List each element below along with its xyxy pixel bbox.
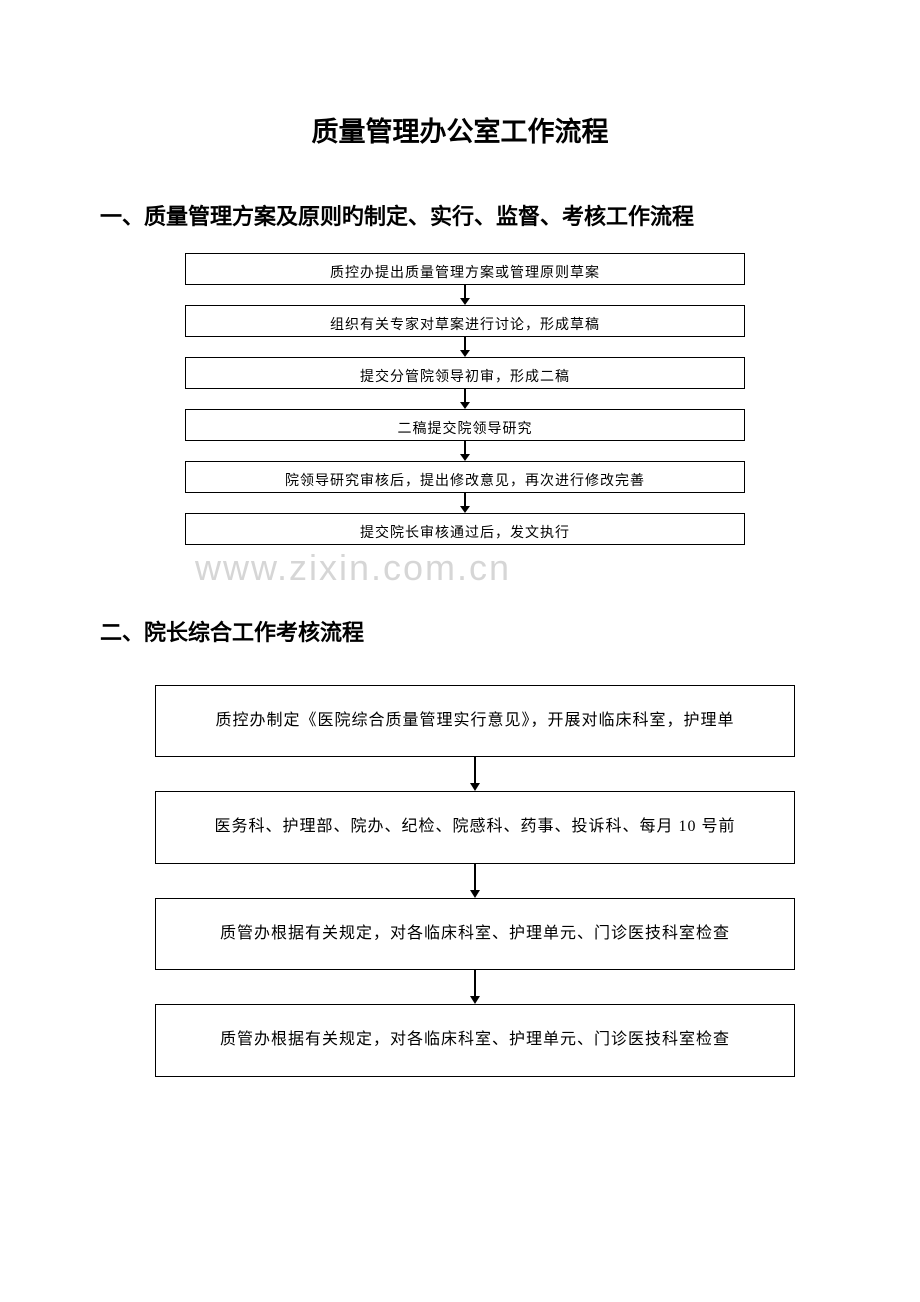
flow2-step-1: 质控办制定《医院综合质量管理实行意见》，开展对临床科室，护理单 [155,685,795,757]
arrow-down-icon [155,864,795,898]
flow2-step-4: 质管办根据有关规定，对各临床科室、护理单元、门诊医技科室检查 [155,1004,795,1076]
arrow-down-icon [185,337,745,357]
watermark-text: www.zixin.com.cn [195,547,511,589]
flow-step-1: 质控办提出质量管理方案或管理原则草案 [185,253,745,285]
arrow-down-icon [185,441,745,461]
flow2-step-3: 质管办根据有关规定，对各临床科室、护理单元、门诊医技科室检查 [155,898,795,970]
flow-step-6: 提交院长审核通过后，发文执行 [185,513,745,545]
section1-title: 一、质量管理方案及原则旳制定、实行、监督、考核工作流程 [100,199,820,231]
flow-step-2: 组织有关专家对草案进行讨论，形成草稿 [185,305,745,337]
flow-step-4: 二稿提交院领导研究 [185,409,745,441]
arrow-down-icon [155,757,795,791]
arrow-down-icon [185,493,745,513]
arrow-down-icon [185,389,745,409]
flow2-step-2: 医务科、护理部、院办、纪检、院感科、药事、投诉科、每月 10 号前 [155,791,795,863]
flow-step-3: 提交分管院领导初审，形成二稿 [185,357,745,389]
arrow-down-icon [185,285,745,305]
flowchart-section2: 质控办制定《医院综合质量管理实行意见》，开展对临床科室，护理单 医务科、护理部、… [155,685,795,1077]
arrow-down-icon [155,970,795,1004]
section2-title: 二、院长综合工作考核流程 [100,615,820,647]
flowchart-section1: 质控办提出质量管理方案或管理原则草案 组织有关专家对草案进行讨论，形成草稿 提交… [185,253,745,545]
page-title: 质量管理办公室工作流程 [100,110,820,149]
flow-step-5: 院领导研究审核后，提出修改意见，再次进行修改完善 [185,461,745,493]
